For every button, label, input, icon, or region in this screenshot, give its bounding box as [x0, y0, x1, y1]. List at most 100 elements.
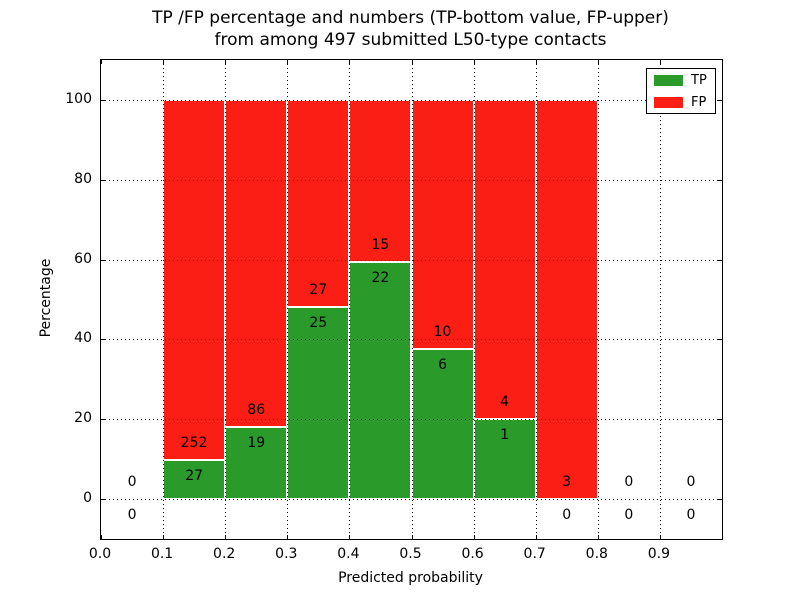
x-tick-label: 0.3 — [275, 546, 298, 562]
y-tick-mark — [101, 339, 105, 341]
x-tick-mark-top — [535, 60, 537, 64]
y-tick-label: 40 — [74, 330, 92, 347]
legend-row-tp: TP — [647, 70, 715, 91]
y-tick-mark-right — [718, 419, 722, 421]
x-tick-label: 0.1 — [150, 546, 174, 562]
chart-title-line2: from among 497 submitted L50-type contac… — [214, 30, 607, 50]
x-tick-label: 0.8 — [585, 546, 608, 562]
y-tick-mark-right — [718, 179, 722, 181]
x-tick-mark — [535, 535, 537, 539]
fp-count-label: 15 — [371, 236, 390, 253]
tp-bar-segment — [349, 261, 412, 500]
y-axis-label: Percentage — [38, 258, 54, 338]
x-tick-mark-top — [473, 60, 475, 64]
tp-count-label: 0 — [686, 507, 696, 524]
y-tick-mark-right — [718, 99, 722, 101]
tp-bar-segment — [411, 349, 474, 500]
x-tick-mark-top — [659, 60, 661, 64]
tp-bar-segment — [163, 460, 226, 500]
tp-count-label: 0 — [562, 507, 572, 524]
x-axis-label: Predicted probability — [338, 570, 483, 586]
y-tick-mark-right — [718, 499, 722, 501]
fp-count-label: 252 — [180, 435, 208, 452]
x-tick-mark — [287, 535, 289, 539]
x-tick-mark-top — [101, 60, 102, 64]
y-tick-mark-right — [718, 339, 722, 341]
tp-count-label: 19 — [247, 434, 266, 451]
fp-count-label: 27 — [309, 282, 328, 299]
v-gridline — [287, 60, 289, 539]
x-tick-mark — [349, 535, 351, 539]
fp-bar-segment — [411, 99, 474, 350]
y-tick-mark — [101, 419, 105, 421]
v-gridline — [473, 60, 475, 539]
tp-count-label: 22 — [371, 269, 390, 286]
x-tick-mark — [411, 535, 413, 539]
fp-count-label: 86 — [247, 401, 266, 418]
x-tick-mark — [101, 535, 102, 539]
x-tick-mark — [473, 535, 475, 539]
y-tick-mark — [101, 179, 105, 181]
legend: TP FP — [646, 68, 716, 114]
v-gridline — [349, 60, 351, 539]
fp-legend-swatch — [654, 97, 683, 108]
x-tick-label: 0.5 — [399, 546, 422, 562]
tp-count-label: 6 — [438, 357, 448, 374]
tp-bar-segment — [225, 426, 288, 500]
tp-count-label: 27 — [185, 468, 204, 485]
y-tick-mark — [101, 99, 105, 101]
fp-bar-segment — [287, 99, 350, 308]
fp-count-label: 10 — [433, 324, 452, 341]
y-tick-label: 20 — [74, 410, 92, 427]
fp-count-label: 4 — [500, 394, 510, 411]
y-tick-label: 60 — [74, 250, 92, 267]
x-tick-mark — [163, 535, 165, 539]
tp-count-label: 0 — [624, 507, 634, 524]
x-tick-label: 0.0 — [88, 546, 112, 562]
fp-bar-segment — [163, 99, 226, 461]
v-gridline — [411, 60, 413, 539]
x-tick-mark — [597, 535, 599, 539]
fp-count-label: 0 — [127, 474, 137, 491]
x-tick-mark-top — [225, 60, 227, 64]
x-tick-label: 0.2 — [213, 546, 236, 562]
v-gridline — [535, 60, 537, 539]
y-tick-mark — [101, 499, 105, 501]
tp-legend-label: TP — [691, 73, 707, 88]
fp-bar-segment — [225, 99, 288, 427]
tp-count-label: 0 — [127, 507, 137, 524]
x-tick-mark-top — [163, 60, 165, 64]
fp-bar-segment — [473, 99, 536, 420]
v-gridline — [163, 60, 165, 539]
x-tick-label: 0.4 — [337, 546, 360, 562]
tp-bar-segment — [287, 307, 350, 500]
y-tick-label: 100 — [65, 90, 92, 107]
fp-count-label: 0 — [686, 474, 696, 491]
y-tick-label: 0 — [83, 490, 92, 507]
chart-title-line1: TP /FP percentage and numbers (TP-bottom… — [152, 8, 669, 28]
fp-bar-segment — [535, 99, 598, 500]
y-tick-label: 80 — [74, 170, 92, 187]
x-tick-mark-top — [287, 60, 289, 64]
x-tick-mark — [225, 535, 227, 539]
tp-count-label: 1 — [500, 427, 510, 444]
x-tick-mark — [659, 535, 661, 539]
x-tick-mark-top — [411, 60, 413, 64]
x-tick-label: 0.9 — [647, 546, 671, 562]
plot-area: TP FP 0 0 252 27 86 19 27 25 15 22 10 6 4 1 3 0 0 0 0 0 — [100, 59, 723, 540]
v-gridline — [659, 60, 661, 539]
legend-row-fp: FP — [647, 92, 715, 113]
x-tick-mark-top — [597, 60, 599, 64]
tp-count-label: 25 — [309, 315, 328, 332]
fp-count-label: 3 — [562, 474, 572, 491]
tp-legend-swatch — [654, 75, 683, 86]
x-tick-label: 0.7 — [523, 546, 546, 562]
v-gridline — [597, 60, 599, 539]
chart-title: TP /FP percentage and numbers (TP-bottom… — [100, 7, 721, 51]
y-tick-mark — [101, 259, 105, 261]
v-gridline — [225, 60, 227, 539]
fp-count-label: 0 — [624, 474, 634, 491]
x-tick-mark-top — [349, 60, 351, 64]
fp-legend-label: FP — [691, 95, 707, 110]
